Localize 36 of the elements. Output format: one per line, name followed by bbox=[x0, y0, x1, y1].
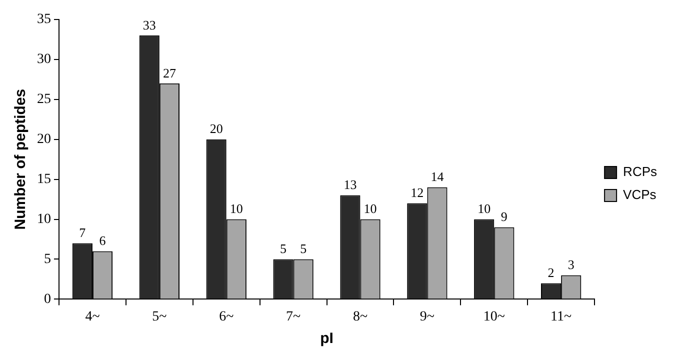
x-tick-label: 6~ bbox=[219, 309, 234, 324]
data-label: 33 bbox=[142, 17, 156, 32]
data-label: 12 bbox=[410, 185, 424, 200]
data-label: 10 bbox=[230, 201, 243, 216]
data-label: 6 bbox=[99, 233, 106, 248]
legend-label: VCPs bbox=[623, 187, 657, 202]
data-label: 10 bbox=[364, 201, 377, 216]
x-tick-label: 9~ bbox=[420, 309, 435, 324]
y-tick-label: 30 bbox=[37, 52, 51, 68]
y-tick-label: 20 bbox=[37, 132, 51, 147]
data-label: 10 bbox=[478, 201, 491, 216]
x-tick-label: 7~ bbox=[286, 309, 302, 324]
data-label: 3 bbox=[568, 257, 574, 272]
data-label: 14 bbox=[430, 169, 444, 184]
x-tick-label: 8~ bbox=[352, 309, 368, 324]
data-label: 5 bbox=[280, 241, 287, 256]
data-label: 9 bbox=[500, 209, 508, 224]
y-tick-label: 5 bbox=[44, 252, 51, 267]
data-label: 13 bbox=[344, 177, 357, 192]
x-tick-label: 10~ bbox=[483, 309, 506, 324]
x-tick-label: 4~ bbox=[85, 309, 100, 324]
y-tick-label: 15 bbox=[37, 172, 51, 187]
x-axis-title: pI bbox=[320, 330, 334, 348]
data-label: 7 bbox=[79, 225, 86, 240]
y-tick-label: 25 bbox=[37, 92, 51, 108]
y-tick-label: 10 bbox=[37, 212, 51, 227]
legend-label: RCPs bbox=[623, 164, 658, 180]
y-tick-label: 0 bbox=[44, 292, 51, 307]
data-label: 2 bbox=[548, 265, 554, 280]
y-axis-title: Number of peptides bbox=[12, 88, 30, 230]
data-label: 27 bbox=[162, 65, 176, 80]
y-tick-label: 35 bbox=[37, 12, 51, 28]
data-label: 5 bbox=[300, 241, 307, 256]
x-tick-label: 5~ bbox=[152, 309, 168, 324]
x-tick-label: 11~ bbox=[550, 309, 572, 324]
data-label: 20 bbox=[210, 121, 223, 136]
